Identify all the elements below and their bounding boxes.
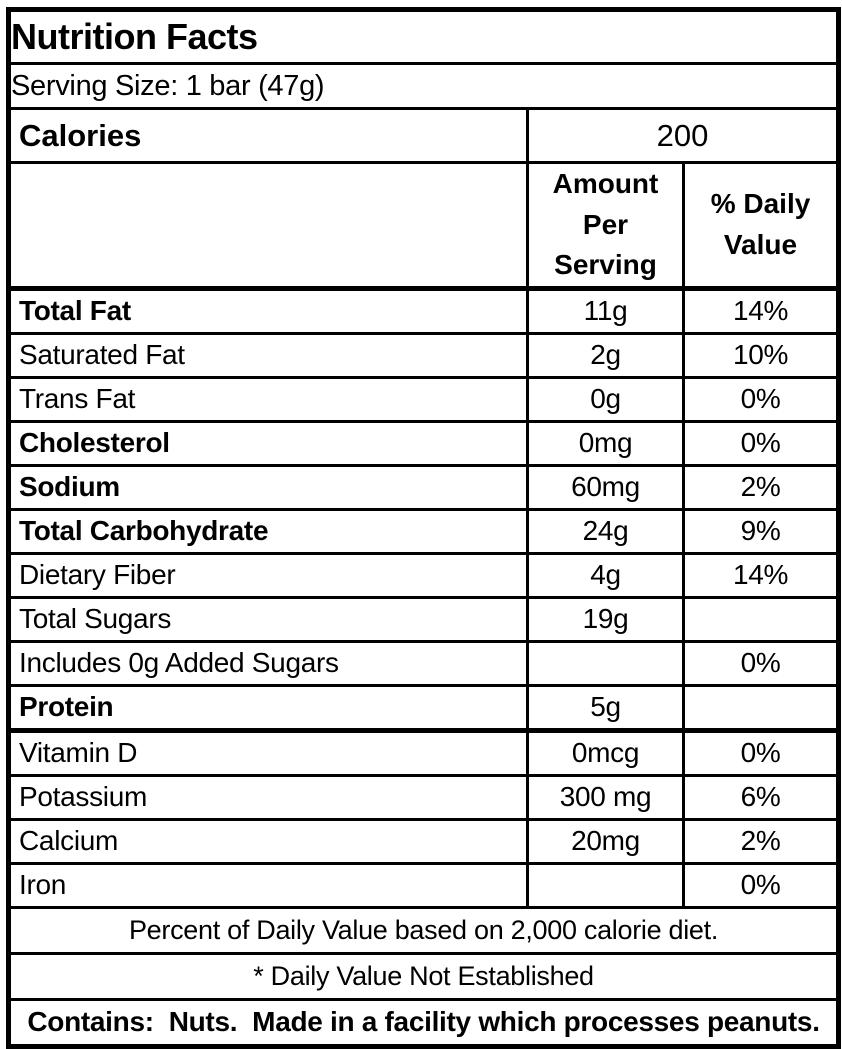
column-header-daily-value: % Daily Value (681, 161, 841, 290)
nutrient-dv: 14% (681, 551, 841, 599)
daily-value-not-established-note: * Daily Value Not Established (6, 951, 841, 1001)
nutrient-label: Sodium (7, 463, 529, 511)
nutrient-amount: 0mg (526, 419, 685, 467)
nutrient-dv (681, 683, 841, 732)
table-row: Cholesterol 0mg 0% (7, 419, 841, 467)
serving-size: Serving Size: 1 bar (47g) (6, 62, 841, 110)
nutrient-dv: 14% (681, 285, 841, 335)
nutrient-amount: 5g (526, 683, 685, 732)
nutrient-amount: 11g (526, 285, 685, 335)
nutrient-dv: 10% (681, 331, 841, 379)
nutrient-label: Total Fat (7, 285, 529, 335)
nutrition-facts-table: Nutrition Facts Serving Size: 1 bar (47g… (6, 7, 842, 1049)
nutrient-label: Potassium (7, 773, 529, 821)
table-row: Total Fat 11g 14% (7, 285, 841, 335)
nutrient-dv: 2% (681, 817, 841, 865)
table-row: Calcium 20mg 2% (7, 817, 841, 865)
nutrient-amount: 20mg (526, 817, 685, 865)
table-row: Total Carbohydrate 24g 9% (7, 507, 841, 555)
table-row: Includes 0g Added Sugars 0% (7, 639, 841, 687)
nutrient-dv: 0% (681, 639, 841, 687)
nutrient-label: Saturated Fat (7, 331, 529, 379)
nutrient-amount (526, 861, 685, 909)
table-row: Total Sugars 19g (7, 595, 841, 643)
calories-label: Calories (7, 107, 529, 164)
nutrient-dv: 6% (681, 773, 841, 821)
nutrient-label: Cholesterol (7, 419, 529, 467)
table-row: Protein 5g (7, 683, 841, 732)
nutrient-label: Protein (7, 683, 529, 732)
nutrient-dv: 0% (681, 375, 841, 423)
nutrient-amount: 24g (526, 507, 685, 555)
nutrient-label: Total Carbohydrate (7, 507, 529, 555)
table-row: Trans Fat 0g 0% (7, 375, 841, 423)
nutrition-facts-title: Nutrition Facts (6, 8, 841, 65)
table-row: Calories 200 (7, 107, 841, 164)
nutrient-amount: 300 mg (526, 773, 685, 821)
allergen-contains-note: Contains: Nuts. Made in a facility which… (6, 997, 841, 1049)
empty-header-cell (7, 161, 529, 290)
table-row: Amount Per Serving % Daily Value (7, 161, 841, 290)
table-row: Dietary Fiber 4g 14% (7, 551, 841, 599)
table-row: Serving Size: 1 bar (47g) (6, 62, 841, 110)
table-row: Saturated Fat 2g 10% (7, 331, 841, 379)
nutrient-label: Dietary Fiber (7, 551, 529, 599)
nutrient-amount: 60mg (526, 463, 685, 511)
nutrient-label: Iron (7, 861, 529, 909)
nutrient-amount: 0mcg (526, 727, 685, 777)
table-row: Vitamin D 0mcg 0% (7, 727, 841, 777)
table-row: Iron 0% (7, 861, 841, 909)
calories-value: 200 (525, 107, 841, 164)
table-row: Contains: Nuts. Made in a facility which… (6, 997, 841, 1049)
nutrition-facts-page: Nutrition Facts Serving Size: 1 bar (47g… (6, 7, 842, 1049)
nutrient-dv: 0% (681, 727, 841, 777)
nutrient-label: Trans Fat (7, 375, 529, 423)
table-row: * Daily Value Not Established (6, 951, 841, 1001)
nutrient-amount: 19g (526, 595, 685, 643)
percent-daily-value-note: Percent of Daily Value based on 2,000 ca… (6, 905, 841, 955)
nutrient-label: Vitamin D (7, 727, 529, 777)
column-header-amount: Amount Per Serving (526, 161, 685, 290)
nutrient-label: Total Sugars (7, 595, 529, 643)
nutrient-label: Includes 0g Added Sugars (7, 639, 529, 687)
nutrient-amount: 0g (526, 375, 685, 423)
table-row: Nutrition Facts (6, 8, 841, 65)
nutrient-amount: 4g (526, 551, 685, 599)
nutrient-label: Calcium (7, 817, 529, 865)
nutrient-dv: 0% (681, 861, 841, 909)
nutrient-dv: 9% (681, 507, 841, 555)
table-row: Potassium 300 mg 6% (7, 773, 841, 821)
table-row: Sodium 60mg 2% (7, 463, 841, 511)
nutrient-dv (681, 595, 841, 643)
nutrient-amount (526, 639, 685, 687)
nutrient-dv: 2% (681, 463, 841, 511)
nutrient-amount: 2g (526, 331, 685, 379)
nutrient-dv: 0% (681, 419, 841, 467)
table-row: Percent of Daily Value based on 2,000 ca… (6, 905, 841, 955)
